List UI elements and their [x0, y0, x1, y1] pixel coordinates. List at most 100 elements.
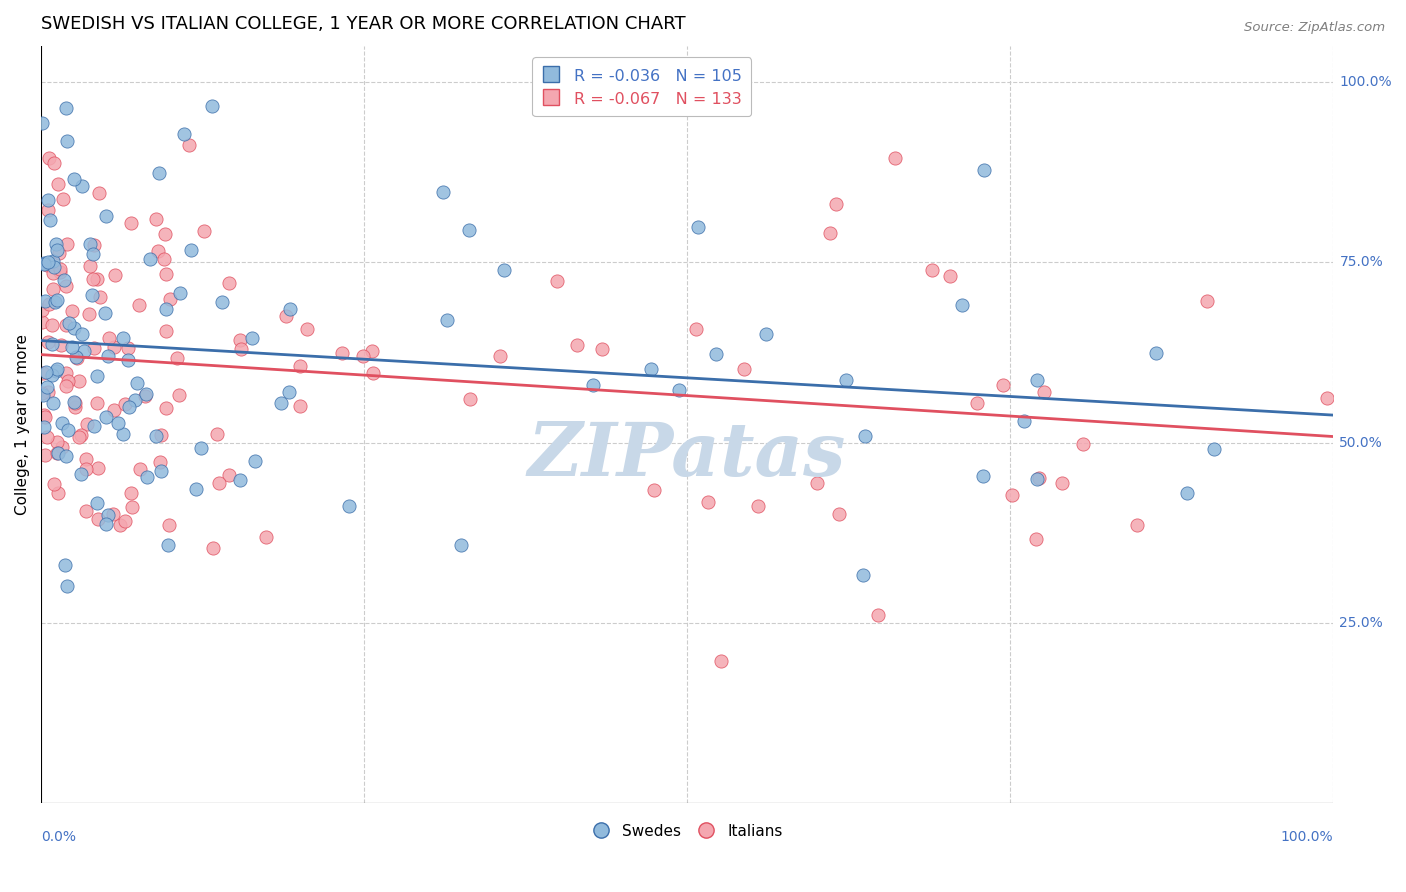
Point	[101, 507, 124, 521]
Point	[155, 301, 177, 316]
Point	[41, 318, 63, 332]
Point	[79, 236, 101, 251]
Point	[169, 285, 191, 300]
Point	[77, 307, 100, 321]
Point	[104, 268, 127, 282]
Point	[63, 321, 86, 335]
Point	[51, 440, 73, 454]
Point	[103, 403, 125, 417]
Text: 100.0%: 100.0%	[1340, 75, 1392, 88]
Point	[58, 316, 80, 330]
Point	[582, 377, 605, 392]
Point	[87, 186, 110, 200]
Point	[835, 373, 858, 387]
Point	[73, 344, 96, 359]
Point	[640, 362, 662, 376]
Point	[35, 430, 58, 444]
Point	[972, 469, 994, 483]
Point	[35, 365, 58, 379]
Point	[38, 297, 60, 311]
Point	[710, 654, 733, 668]
Point	[202, 541, 225, 555]
Point	[62, 340, 84, 354]
Point	[111, 426, 134, 441]
Point	[70, 327, 93, 342]
Text: 50.0%: 50.0%	[1340, 435, 1384, 450]
Point	[56, 134, 79, 148]
Point	[361, 343, 384, 358]
Point	[436, 312, 458, 326]
Point	[31, 314, 53, 328]
Point	[82, 288, 104, 302]
Point	[55, 366, 77, 380]
Point	[37, 254, 59, 268]
Point	[52, 273, 75, 287]
Point	[94, 306, 117, 320]
Point	[120, 486, 142, 500]
Point	[1195, 294, 1218, 309]
Point	[63, 172, 86, 186]
Y-axis label: College, 1 year or more: College, 1 year or more	[15, 334, 30, 515]
Point	[56, 374, 79, 388]
Point	[83, 419, 105, 434]
Point	[1012, 414, 1035, 428]
Point	[97, 331, 120, 345]
Point	[42, 282, 65, 296]
Point	[55, 378, 77, 392]
Point	[52, 193, 75, 207]
Point	[1316, 392, 1339, 406]
Point	[89, 290, 111, 304]
Point	[1026, 373, 1049, 387]
Point	[49, 338, 72, 352]
Point	[45, 236, 67, 251]
Point	[97, 349, 120, 363]
Point	[973, 162, 995, 177]
Point	[565, 338, 588, 352]
Point	[1202, 442, 1225, 456]
Point	[44, 364, 66, 378]
Point	[121, 500, 143, 514]
Point	[211, 294, 233, 309]
Point	[1026, 472, 1049, 486]
Point	[921, 262, 943, 277]
Point	[45, 293, 67, 308]
Point	[432, 186, 454, 200]
Point	[159, 292, 181, 306]
Point	[229, 342, 252, 356]
Point	[86, 396, 108, 410]
Point	[155, 267, 177, 281]
Point	[87, 512, 110, 526]
Point	[63, 396, 86, 410]
Point	[45, 362, 67, 376]
Point	[35, 380, 58, 394]
Text: 0.0%: 0.0%	[41, 830, 76, 844]
Point	[63, 400, 86, 414]
Point	[290, 359, 312, 373]
Point	[124, 393, 146, 408]
Point	[60, 303, 83, 318]
Text: 75.0%: 75.0%	[1340, 255, 1384, 269]
Point	[135, 387, 157, 401]
Point	[46, 446, 69, 460]
Point	[155, 401, 177, 416]
Point	[173, 127, 195, 141]
Point	[352, 349, 374, 363]
Point	[243, 454, 266, 468]
Point	[824, 196, 846, 211]
Point	[278, 385, 301, 400]
Point	[32, 366, 55, 380]
Point	[34, 409, 56, 424]
Point	[34, 294, 56, 309]
Point	[32, 408, 55, 422]
Point	[643, 483, 665, 498]
Point	[145, 211, 167, 226]
Text: Source: ZipAtlas.com: Source: ZipAtlas.com	[1244, 21, 1385, 34]
Point	[938, 268, 960, 283]
Point	[1144, 345, 1167, 359]
Text: ZIPatas: ZIPatas	[527, 418, 846, 491]
Point	[82, 247, 104, 261]
Point	[688, 219, 710, 234]
Point	[139, 252, 162, 267]
Point	[991, 378, 1014, 392]
Point	[184, 482, 207, 496]
